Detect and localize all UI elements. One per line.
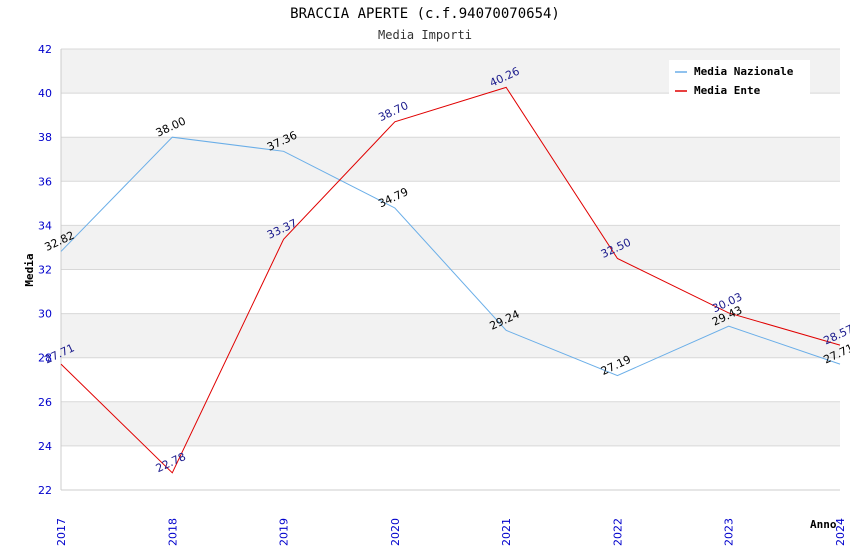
chart-subtitle: Media Importi	[378, 28, 472, 42]
y-tick-labels: 22 24 26 28 30 32 34 36 38 40 42	[38, 43, 52, 497]
x-tick-label: 2022	[611, 518, 624, 546]
background-band	[61, 137, 840, 182]
legend-label-media-ente: Media Ente	[694, 84, 761, 97]
data-label: 38.70	[376, 99, 410, 124]
y-tick-label: 36	[38, 175, 52, 188]
y-tick-label: 38	[38, 131, 52, 144]
x-tick-label: 2019	[278, 518, 291, 546]
y-tick-label: 42	[38, 43, 52, 56]
x-tick-label: 2020	[389, 518, 402, 546]
chart-title: BRACCIA APERTE (c.f.94070070654)	[290, 6, 560, 22]
y-tick-label: 22	[38, 484, 52, 497]
y-tick-label: 26	[38, 396, 52, 409]
x-axis-label: Anno	[810, 518, 837, 531]
y-tick-label: 24	[38, 440, 52, 453]
gridlines	[61, 48, 840, 491]
x-tick-label: 2024	[834, 518, 847, 546]
background-band	[61, 313, 840, 358]
y-axis-label: Media	[23, 253, 36, 286]
legend-label-media-nazionale: Media Nazionale	[694, 65, 794, 78]
data-label: 38.00	[154, 114, 188, 139]
legend: Media Nazionale Media Ente	[669, 60, 810, 98]
background-bands	[61, 49, 840, 446]
x-tick-labels: 2017 2018 2019 2020 2021 2022 2023 2024	[55, 518, 847, 546]
y-tick-label: 30	[38, 308, 52, 321]
background-band	[61, 225, 840, 270]
background-band	[61, 401, 840, 446]
series-line-media-ente	[60, 86, 841, 474]
legend-box	[669, 60, 810, 98]
series-lines	[60, 86, 841, 474]
x-tick-label: 2018	[166, 518, 179, 546]
series-line-media-nazionale	[60, 136, 841, 377]
y-tick-label: 34	[38, 219, 52, 232]
y-tick-label: 28	[38, 352, 52, 365]
y-tick-label: 32	[38, 264, 52, 277]
data-label: 27.71	[42, 341, 76, 366]
y-tick-label: 40	[38, 87, 52, 100]
data-label: 34.79	[376, 185, 410, 210]
x-tick-label: 2021	[500, 518, 513, 546]
x-tick-label: 2023	[723, 518, 736, 546]
x-tick-label: 2017	[55, 518, 68, 546]
